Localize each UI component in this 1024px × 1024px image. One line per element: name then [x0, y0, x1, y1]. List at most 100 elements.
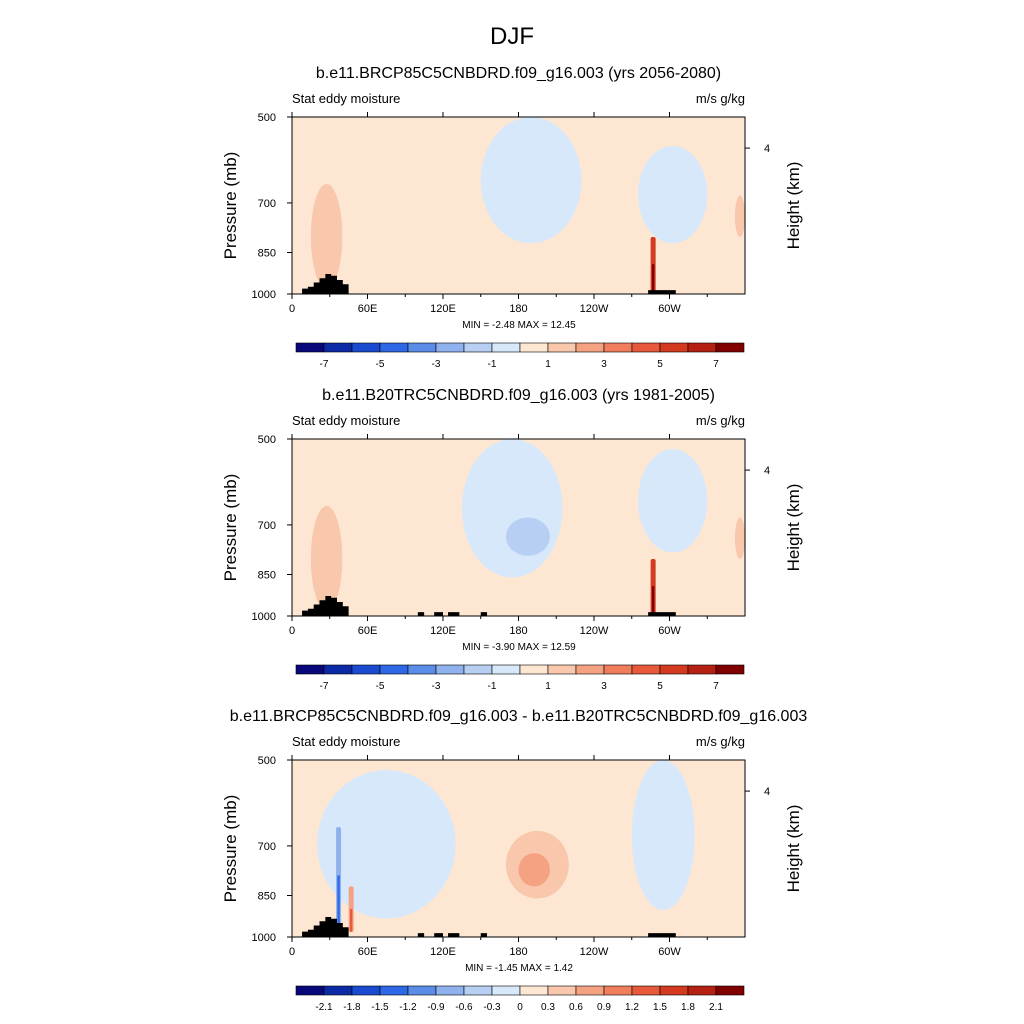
- colorbar-box: [547, 342, 577, 353]
- colorbar-tick-label: -1: [488, 359, 497, 370]
- topography-mask: [480, 933, 488, 937]
- colorbar-box: [659, 342, 689, 353]
- x-tick-label: 60W: [658, 946, 681, 958]
- colorbar-box: [491, 664, 521, 675]
- right-label: m/s g/kg: [696, 91, 745, 106]
- negative-region: [505, 517, 550, 556]
- colorbar-tick-label: 1: [545, 359, 551, 370]
- topography-mask: [417, 933, 425, 937]
- x-tick-label: 60E: [358, 946, 378, 958]
- topography-mask: [417, 612, 425, 616]
- colorbar-box: [715, 664, 745, 675]
- y-right-tick-label: 4: [764, 143, 770, 155]
- colorbar-box: [463, 342, 493, 353]
- negative-region: [631, 760, 695, 911]
- topography-mask: [448, 612, 460, 616]
- y-right-tick-label: 4: [764, 465, 770, 477]
- colorbar-tick-label: -3: [432, 359, 441, 370]
- colorbar-box: [547, 664, 577, 675]
- y-tick-label: 850: [258, 890, 276, 902]
- x-tick-label: 180: [509, 625, 527, 637]
- maximum-halo: [650, 237, 656, 292]
- colorbar-box: [631, 985, 661, 996]
- x-tick-label: 120W: [580, 303, 609, 315]
- x-tick-label: 120E: [430, 303, 456, 315]
- y-tick-label: 1000: [252, 289, 276, 301]
- minimum-core: [337, 875, 340, 924]
- y-right-tick-label: 4: [764, 786, 770, 798]
- right-label: m/s g/kg: [696, 413, 745, 428]
- y-tick-label: 500: [258, 112, 276, 124]
- colorbar-box: [351, 985, 381, 996]
- positive-region: [310, 183, 343, 289]
- topography-mask: [648, 933, 676, 937]
- colorbar-box: [435, 342, 465, 353]
- min-max-label: MIN = -3.90 MAX = 12.59: [462, 642, 576, 653]
- colorbar-tick-label: 7: [713, 681, 719, 692]
- x-tick-label: 120W: [580, 625, 609, 637]
- colorbar-tick-label: -1: [488, 681, 497, 692]
- y-tick-label: 700: [258, 841, 276, 853]
- negative-region: [317, 770, 456, 919]
- x-tick-label: 180: [509, 946, 527, 958]
- colorbar-box: [323, 664, 353, 675]
- contour-field: [292, 439, 745, 616]
- colorbar-box: [659, 985, 689, 996]
- x-tick-label: 0: [289, 303, 295, 315]
- colorbar-tick-label: 1.8: [681, 1002, 695, 1013]
- colorbar-box: [407, 985, 437, 996]
- colorbar-tick-label: 5: [657, 359, 663, 370]
- colorbar-box: [575, 985, 605, 996]
- colorbar-tick-label: 0.6: [569, 1002, 583, 1013]
- maximum-core: [651, 586, 655, 614]
- colorbar-box: [463, 664, 493, 675]
- chart-panel-2: b.e11.B20TRC5CNBDRD.f09_g16.003 (yrs 198…: [221, 387, 803, 692]
- min-max-label: MIN = -2.48 MAX = 12.45: [462, 320, 576, 331]
- colorbar-tick-label: 3: [601, 681, 607, 692]
- colorbar-box: [547, 985, 577, 996]
- colorbar-box: [435, 664, 465, 675]
- colorbar-tick-label: -3: [432, 681, 441, 692]
- topography-mask: [648, 290, 676, 294]
- colorbar-tick-label: -7: [320, 359, 329, 370]
- colorbar: -2.1 -1.8 -1.5 -1.2 -0.9 -0.6 -0.3 0 0.3 0.6 0.9 1.…: [295, 985, 745, 1013]
- colorbar-box: [379, 664, 409, 675]
- y-tick-label: 500: [258, 434, 276, 446]
- colorbar-box: [715, 985, 745, 996]
- min-max-label: MIN = -1.45 MAX = 1.42: [465, 963, 573, 974]
- contour-field: [292, 760, 745, 937]
- colorbar-tick-label: -0.3: [483, 1002, 501, 1013]
- right-label: m/s g/kg: [696, 734, 745, 749]
- colorbar-box: [351, 342, 381, 353]
- colorbar-tick-label: 3: [601, 359, 607, 370]
- colorbar-box: [379, 342, 409, 353]
- colorbar-box: [659, 664, 689, 675]
- colorbar-box: [519, 342, 549, 353]
- colorbar-box: [491, 985, 521, 996]
- topography-mask: [302, 273, 349, 294]
- colorbar-tick-label: 0.9: [597, 1002, 611, 1013]
- x-tick-label: 120E: [430, 946, 456, 958]
- y-axis-title: Pressure (mb): [221, 474, 240, 582]
- colorbar-box: [463, 985, 493, 996]
- left-label: Stat eddy moisture: [292, 413, 400, 428]
- colorbar-tick-label: -2.1: [315, 1002, 333, 1013]
- panel-title: b.e11.B20TRC5CNBDRD.f09_g16.003 (yrs 198…: [322, 387, 715, 404]
- colorbar-box: [687, 342, 717, 353]
- y-axis-title: Pressure (mb): [221, 795, 240, 903]
- colorbar-tick-label: 1.2: [625, 1002, 639, 1013]
- colorbar-box: [519, 985, 549, 996]
- colorbar-tick-label: -0.6: [455, 1002, 473, 1013]
- colorbar-box: [575, 664, 605, 675]
- colorbar-tick-label: -7: [320, 681, 329, 692]
- positive-region: [734, 517, 745, 560]
- colorbar-box: [603, 664, 633, 675]
- colorbar-box: [603, 985, 633, 996]
- y-tick-label: 850: [258, 569, 276, 581]
- y-right-axis-title: Height (km): [784, 805, 803, 893]
- colorbar-tick-label: -1.2: [399, 1002, 417, 1013]
- x-tick-label: 60W: [658, 625, 681, 637]
- colorbar-box: [379, 985, 409, 996]
- topography-mask: [302, 916, 349, 937]
- x-tick-label: 0: [289, 946, 295, 958]
